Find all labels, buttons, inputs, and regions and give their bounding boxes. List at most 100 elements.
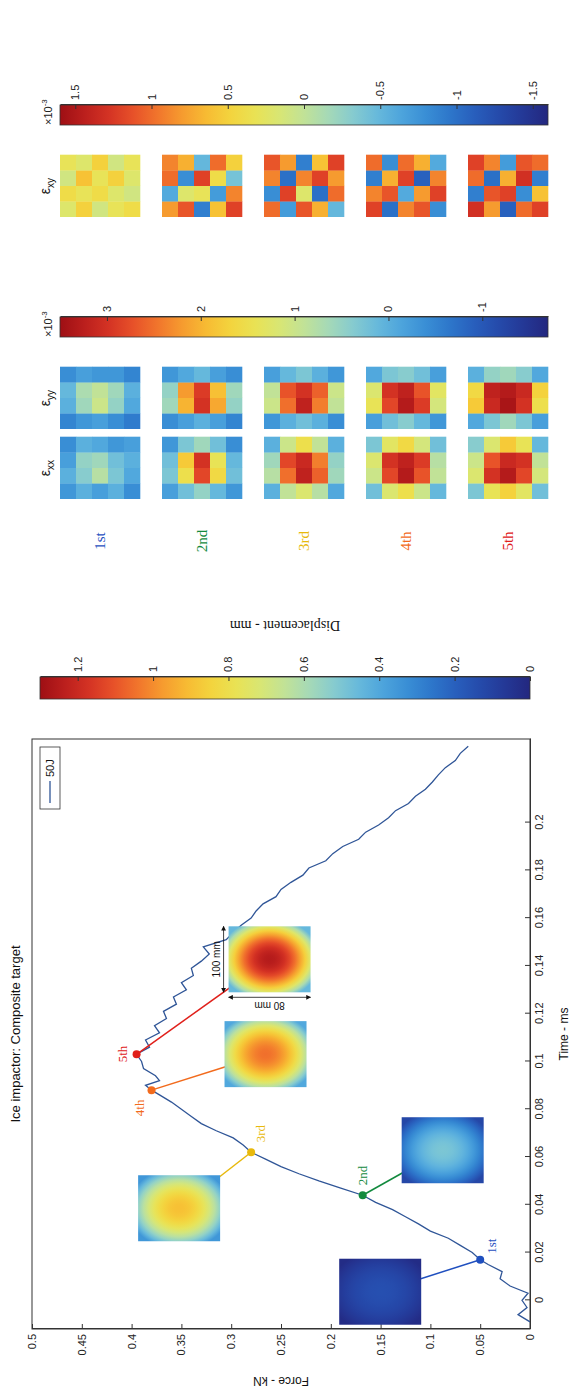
strain-cell (92, 452, 108, 468)
strain-cell (210, 382, 226, 398)
snapshot-label: 4th (132, 1099, 147, 1116)
tick-mark (107, 317, 108, 321)
tick-mark (525, 965, 530, 966)
strain-cell (382, 398, 398, 414)
strain-cell (124, 367, 140, 383)
strain-cell (210, 201, 226, 217)
strain-cell (92, 155, 108, 171)
strain-cell (382, 468, 398, 484)
strain-cell (468, 452, 484, 468)
strain-cell (264, 382, 280, 398)
displacement-map (138, 1175, 220, 1241)
strain-colorbar-1-axis-line (61, 104, 549, 105)
tick: 0 (524, 666, 536, 681)
strain-cell (264, 437, 280, 453)
strain-cell (500, 367, 516, 383)
strain-cell (366, 398, 382, 414)
strain-cell (162, 186, 178, 202)
strain-cell (414, 413, 430, 429)
strain-cell (178, 398, 194, 414)
tick-label: 0 (533, 1297, 545, 1303)
strain-cell (162, 413, 178, 429)
strain-cell (532, 452, 548, 468)
tick-mark (228, 677, 229, 681)
strain-cell (296, 468, 312, 484)
tick-label: 0.18 (533, 859, 545, 880)
strain-map (60, 155, 140, 217)
strain-cell (108, 186, 124, 202)
strain-cell (312, 483, 328, 499)
strain-cell (532, 398, 548, 414)
strain-cell (124, 452, 140, 468)
tick-label: 1.5 (69, 85, 81, 100)
strain-cell (312, 413, 328, 429)
strain-header: εxx (37, 460, 56, 476)
strain-cell (92, 186, 108, 202)
tick-label: 0.08 (533, 1098, 545, 1119)
strain-cell (124, 186, 140, 202)
tick-mark (525, 1156, 530, 1157)
strain-cell (178, 483, 194, 499)
x-axis-line (530, 739, 531, 1329)
tick: 1.5 (69, 85, 81, 109)
tick: -0.5 (374, 81, 386, 109)
y-axis: 00.050.10.150.20.250.30.350.40.450.5 (26, 1324, 536, 1355)
snapshot-points (133, 1050, 485, 1263)
strain-cell (468, 483, 484, 499)
tick-label: 0.5 (222, 85, 234, 100)
strain-cell (76, 155, 92, 171)
strain-cell (264, 452, 280, 468)
tick-label: 0 (524, 666, 536, 672)
strain-cell (60, 483, 76, 499)
strain-cell (468, 382, 484, 398)
tick: 1.2 (72, 657, 84, 681)
multiplier-exponent: -3 (40, 99, 49, 107)
tick: 0.04 (525, 1194, 545, 1215)
tick-mark (181, 1324, 182, 1329)
strain-cell (280, 201, 296, 217)
colorbar (60, 317, 548, 337)
strain-cell (532, 367, 548, 383)
tick: 1 (146, 94, 158, 109)
strain-cell (430, 437, 446, 453)
strain-colorbar-1: -1.5-1-0.500.511.5×10-3 (40, 81, 549, 125)
strain-cell (430, 186, 446, 202)
tick-mark (525, 1108, 530, 1109)
tick: 0.16 (525, 907, 545, 928)
strain-cell (382, 170, 398, 186)
tick-mark (525, 1252, 530, 1253)
strain-cell (430, 201, 446, 217)
strain-group: εxy-1.5-1-0.500.511.5×10-3 (37, 81, 549, 217)
strain-cell (366, 367, 382, 383)
strain-cell (516, 437, 532, 453)
tick-mark (525, 917, 530, 918)
tick-label: 0.2 (533, 814, 545, 829)
strain-cell (484, 452, 500, 468)
strain-cell (124, 382, 140, 398)
displacement-colorbar: 00.20.40.60.811.2Displacement - mm (40, 618, 536, 699)
tick-label: 3 (101, 306, 113, 312)
strain-cell (226, 382, 242, 398)
strain-cell (500, 201, 516, 217)
tick-label: 0 (524, 1334, 536, 1340)
tick: 0.06 (525, 1146, 545, 1167)
strain-cell (210, 186, 226, 202)
strain-cell (382, 186, 398, 202)
row-labels: 1st2nd3rd4th5th (92, 529, 516, 552)
strain-cell (194, 398, 210, 414)
tick-mark (201, 317, 202, 321)
strain-cell (60, 155, 76, 171)
strain-cell (484, 483, 500, 499)
strain-cell (60, 468, 76, 484)
strain-cell (210, 437, 226, 453)
tick: 0.08 (525, 1098, 545, 1119)
strain-cell (92, 398, 108, 414)
strain-cell (398, 201, 414, 217)
multiplier-base: ×10 (42, 318, 54, 337)
strain-cell (194, 201, 210, 217)
strain-cell (312, 382, 328, 398)
strain-cell (328, 186, 344, 202)
strain-cell (264, 201, 280, 217)
strain-colorbar-0: -10123×10-3 (40, 302, 549, 337)
strain-cell (124, 201, 140, 217)
